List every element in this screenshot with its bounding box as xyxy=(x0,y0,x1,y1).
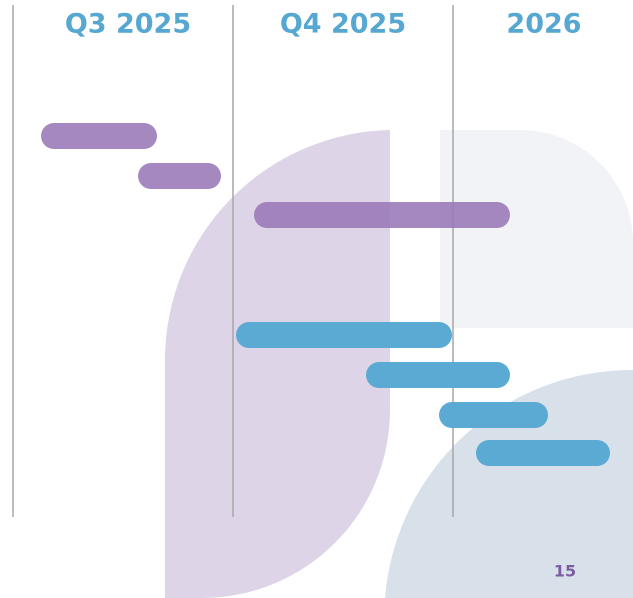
page: Q3 2025 Q4 2025 2026 15 (() => { const d… xyxy=(0,0,633,598)
timeline-bar xyxy=(366,362,510,388)
bg-shape-grey xyxy=(440,130,633,328)
column-header: Q3 2025 xyxy=(65,9,191,40)
timeline-bar xyxy=(138,163,221,189)
timeline-bar xyxy=(254,202,510,228)
column-header: 2026 xyxy=(506,9,581,40)
column-header: Q4 2025 xyxy=(280,9,406,40)
timeline-bar xyxy=(41,123,157,149)
timeline-bar xyxy=(439,402,548,428)
slide: Q3 2025 Q4 2025 2026 15 xyxy=(0,0,633,598)
timeline-bar xyxy=(476,440,610,466)
page-number: 15 xyxy=(554,562,576,581)
bg-shape-purple xyxy=(165,130,390,598)
timeline-bar xyxy=(236,322,452,348)
